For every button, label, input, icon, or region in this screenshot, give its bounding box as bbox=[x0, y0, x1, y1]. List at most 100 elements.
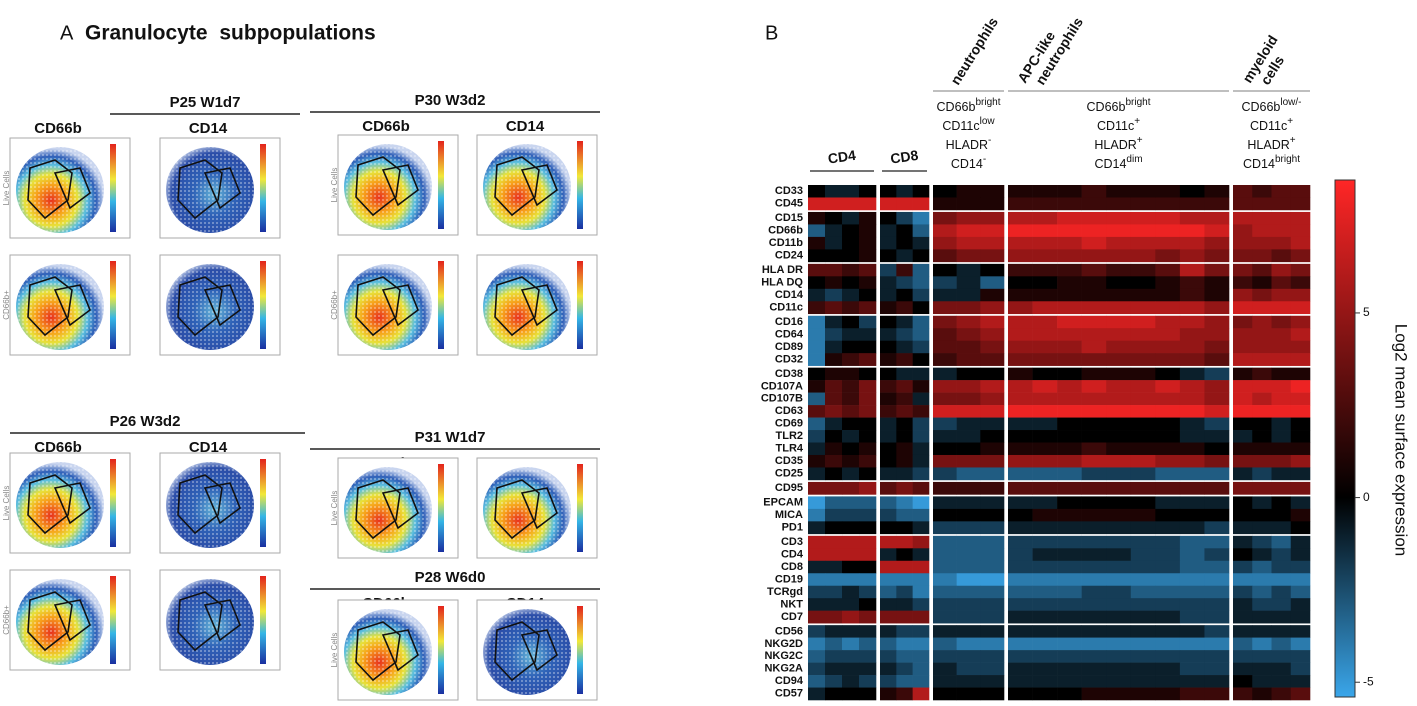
heatmap-cell bbox=[1008, 276, 1033, 290]
heatmap-cell bbox=[880, 249, 897, 263]
heatmap-cell bbox=[1179, 687, 1205, 701]
heatmap-cell bbox=[1032, 481, 1058, 495]
heatmap-cell bbox=[980, 340, 1005, 354]
heatmap-cell bbox=[956, 417, 981, 431]
scatter-tile bbox=[476, 134, 598, 236]
heatmap-cell bbox=[956, 573, 981, 587]
row-label: CD66b bbox=[768, 225, 803, 237]
row-label: CD8 bbox=[781, 561, 803, 573]
heatmap-cell bbox=[842, 675, 860, 688]
row-label: CD32 bbox=[775, 353, 803, 365]
heatmap-cell bbox=[1057, 249, 1082, 263]
heatmap-cell bbox=[859, 573, 877, 587]
heatmap-cell bbox=[1204, 625, 1230, 638]
heatmap-cell bbox=[1204, 481, 1230, 495]
heatmap-cell bbox=[912, 380, 930, 393]
heatmap-cell bbox=[1008, 637, 1033, 651]
heatmap-cell bbox=[956, 496, 981, 510]
heatmap-cell bbox=[1032, 687, 1058, 701]
heatmap-cell bbox=[1179, 610, 1205, 624]
heatmap-cell bbox=[956, 224, 981, 238]
heatmap-cell bbox=[842, 687, 860, 701]
heatmap-cell bbox=[1271, 197, 1292, 211]
heatmap-cell bbox=[912, 687, 930, 701]
heatmap-cell bbox=[1290, 508, 1311, 522]
heatmap-cell bbox=[1155, 675, 1181, 688]
heatmap-cell bbox=[1032, 610, 1058, 624]
marker-name: CD11c bbox=[942, 119, 979, 133]
heatmap-cell bbox=[1204, 367, 1230, 381]
heatmap-cell bbox=[1057, 454, 1082, 468]
row-label: CD11b bbox=[769, 237, 804, 249]
heatmap-cell bbox=[825, 197, 843, 211]
heatmap-cell bbox=[1130, 380, 1156, 393]
row-label: TCRgd bbox=[767, 586, 803, 598]
heatmap-cell bbox=[1252, 467, 1272, 481]
heatmap-cell bbox=[980, 392, 1005, 406]
heatmap-cell bbox=[1081, 185, 1107, 198]
heatmap-cell bbox=[1032, 637, 1058, 651]
row-label: CD19 bbox=[775, 573, 803, 585]
heatmap-cell bbox=[896, 340, 913, 354]
heatmap-cell bbox=[933, 454, 957, 468]
heatmap-cell bbox=[808, 560, 826, 574]
heatmap-cell bbox=[808, 521, 826, 535]
heatmap-cell bbox=[1130, 610, 1156, 624]
heatmap-cell bbox=[896, 508, 913, 522]
heatmap-cell bbox=[1179, 496, 1205, 510]
heatmap-cell bbox=[1204, 301, 1230, 315]
tile-colorbar bbox=[260, 576, 266, 664]
heatmap-cell bbox=[1204, 430, 1230, 443]
heatmap-cell bbox=[912, 263, 930, 277]
heatmap-cell bbox=[1233, 535, 1253, 549]
heatmap-cell bbox=[1057, 687, 1082, 701]
row-label: CD66b+ bbox=[2, 605, 11, 635]
heatmap-cell bbox=[980, 367, 1005, 381]
gate bbox=[27, 474, 73, 535]
heatmap-cell bbox=[956, 650, 981, 663]
heatmap-cell bbox=[1271, 521, 1292, 535]
sample-title: P28 W6d0 bbox=[415, 569, 486, 586]
heatmap-cell bbox=[980, 687, 1005, 701]
heatmap-cell bbox=[842, 610, 860, 624]
heatmap-cell bbox=[859, 481, 877, 495]
marker-level: low/- bbox=[1280, 97, 1301, 108]
heatmap-cell bbox=[933, 263, 957, 277]
heatmap-cell bbox=[1106, 263, 1132, 277]
heatmap-cell bbox=[808, 340, 826, 354]
heatmap-cell bbox=[1233, 288, 1253, 302]
heatmap-cell bbox=[1290, 637, 1311, 651]
heatmap-cell bbox=[1233, 367, 1253, 381]
heatmap-cell bbox=[1032, 650, 1058, 663]
heatmap-cell bbox=[1252, 211, 1272, 225]
heatmap-cell bbox=[1032, 430, 1058, 443]
heatmap-cell bbox=[1252, 454, 1272, 468]
heatmap-cell bbox=[1179, 405, 1205, 418]
heatmap-cell bbox=[859, 263, 877, 277]
heatmap-cell bbox=[1252, 625, 1272, 638]
heatmap-cell bbox=[956, 521, 981, 535]
heatmap-cell bbox=[1081, 535, 1107, 549]
heatmap-cell bbox=[1233, 353, 1253, 366]
column-group-label: neutrophils bbox=[947, 14, 1001, 87]
heatmap-cell bbox=[825, 442, 843, 456]
heatmap-cell bbox=[1155, 585, 1181, 599]
tile-colorbar bbox=[260, 144, 266, 232]
heatmap-cell bbox=[859, 224, 877, 238]
marker-label: CD11c+ bbox=[1097, 116, 1140, 133]
heatmap-cell bbox=[1008, 573, 1033, 587]
heatmap-cell bbox=[1290, 185, 1311, 198]
heatmap-cell bbox=[1204, 508, 1230, 522]
heatmap-cell bbox=[896, 405, 913, 418]
column-group-label: CD8 bbox=[889, 147, 919, 167]
heatmap-cell bbox=[933, 442, 957, 456]
marker-name: CD11c bbox=[1250, 119, 1287, 133]
row-label: Live Cells bbox=[330, 491, 339, 526]
heatmap-cell bbox=[880, 535, 897, 549]
gate bbox=[203, 284, 241, 327]
gate bbox=[381, 487, 419, 530]
heatmap-cell bbox=[825, 405, 843, 418]
heatmap-cell bbox=[842, 430, 860, 443]
heatmap-cell bbox=[980, 481, 1005, 495]
heatmap-cell bbox=[1106, 380, 1132, 393]
